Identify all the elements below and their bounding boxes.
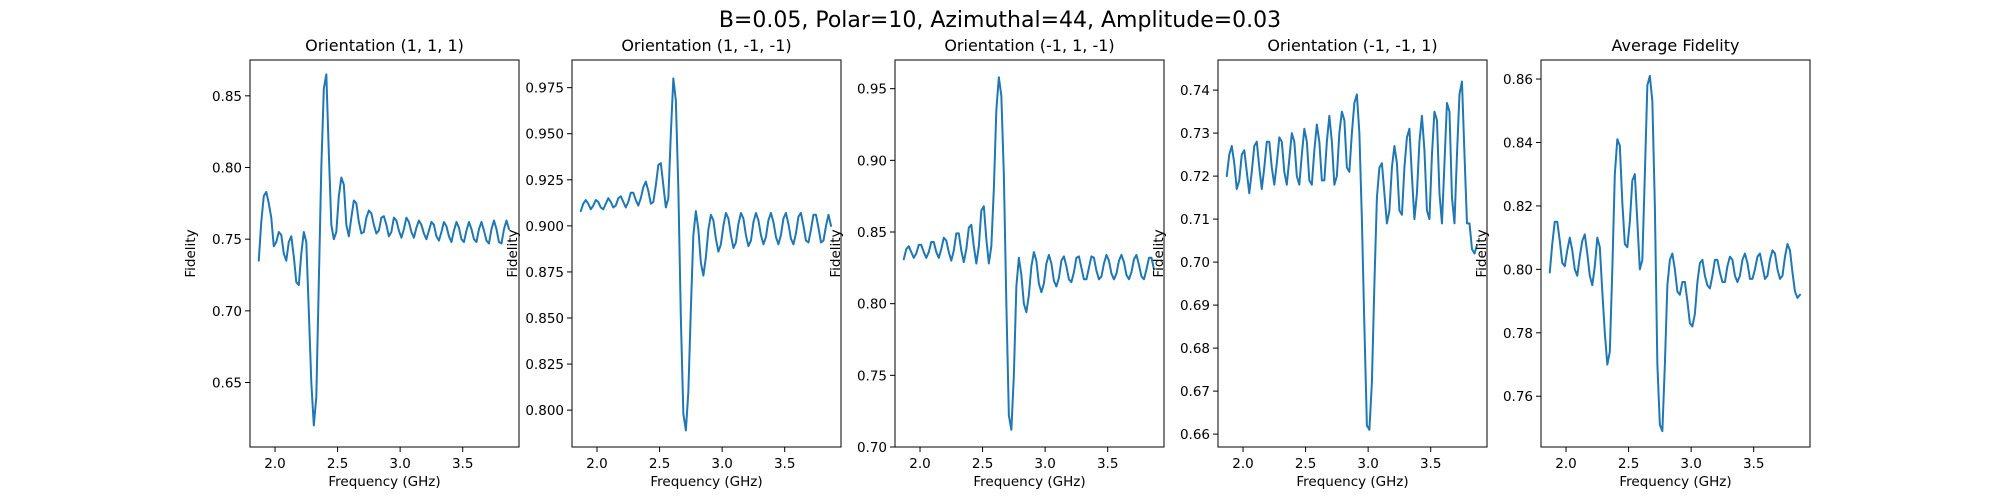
x-tick-label: 2.0 — [1232, 456, 1253, 472]
y-tick-label: 0.85 — [212, 89, 242, 105]
axes-frame — [894, 59, 1165, 448]
y-tick-label: 0.82 — [1503, 199, 1533, 215]
x-tick-label: 3.5 — [1420, 456, 1441, 472]
series-line — [579, 77, 832, 432]
y-tick-label: 0.90 — [857, 153, 887, 169]
y-tick-label: 0.900 — [525, 219, 564, 235]
x-tick-label: 3.0 — [1034, 456, 1055, 472]
y-tick-label: 0.95 — [857, 82, 887, 98]
x-tick-label: 2.0 — [909, 456, 930, 472]
y-tick-label: 0.66 — [1180, 427, 1210, 443]
y-tick-label: 0.72 — [1180, 169, 1210, 185]
x-tick-label: 3.0 — [711, 456, 732, 472]
y-tick-label: 0.69 — [1180, 298, 1210, 314]
y-tick-label: 0.825 — [525, 357, 564, 373]
x-tick-label: 2.5 — [327, 456, 348, 472]
y-tick-label: 0.78 — [1503, 326, 1533, 342]
x-axis-label: Frequency (GHz) — [650, 474, 762, 490]
series-line — [1225, 80, 1478, 431]
subplot-3: Orientation (-1, 1, -1) 2.0 2.5 3.0 3.5 0.70 0… — [828, 36, 1165, 490]
y-tick-label: 0.875 — [525, 265, 564, 281]
series-line — [1548, 74, 1801, 433]
y-tick-label: 0.80 — [1503, 262, 1533, 278]
axes-frame — [1217, 59, 1488, 448]
y-tick-label: 0.85 — [857, 225, 887, 241]
axes-frame — [1540, 59, 1811, 448]
y-axis-label: Fidelity — [1474, 229, 1490, 277]
x-tick-label: 2.0 — [264, 456, 285, 472]
x-tick-label: 2.5 — [1618, 456, 1639, 472]
series-line — [902, 76, 1155, 431]
subplot-5: Average Fidelity 2.0 2.5 3.0 3.5 0.76 0.78 0.80… — [1474, 36, 1811, 490]
y-tick-label: 0.71 — [1180, 212, 1210, 228]
y-tick-label: 0.65 — [212, 376, 242, 392]
x-tick-label: 2.5 — [649, 456, 670, 472]
subplot-title: Orientation (1, -1, -1) — [621, 36, 791, 55]
axes-frame — [571, 59, 842, 448]
x-axis-label: Frequency (GHz) — [328, 474, 440, 490]
figure-suptitle: B=0.05, Polar=10, Azimuthal=44, Amplitud… — [719, 8, 1281, 33]
x-axis-label: Frequency (GHz) — [1296, 474, 1408, 490]
x-tick-label: 2.5 — [972, 456, 993, 472]
y-tick-label: 0.74 — [1180, 83, 1210, 99]
y-tick-label: 0.950 — [525, 127, 564, 143]
y-tick-label: 0.73 — [1180, 126, 1210, 142]
x-axis-label: Frequency (GHz) — [973, 474, 1085, 490]
y-tick-label: 0.75 — [857, 368, 887, 384]
y-tick-label: 0.75 — [212, 232, 242, 248]
y-tick-label: 0.70 — [857, 440, 887, 456]
x-axis-label: Frequency (GHz) — [1619, 474, 1731, 490]
y-tick-label: 0.850 — [525, 311, 564, 327]
x-tick-label: 2.0 — [1555, 456, 1576, 472]
x-tick-label: 2.5 — [1295, 456, 1316, 472]
y-tick-label: 0.68 — [1180, 341, 1210, 357]
y-tick-label: 0.76 — [1503, 389, 1533, 405]
subplot-2: Orientation (1, -1, -1) 2.0 2.5 3.0 3.5 0.800… — [505, 36, 842, 490]
x-tick-label: 3.5 — [1097, 456, 1118, 472]
y-tick-label: 0.800 — [525, 403, 564, 419]
x-tick-label: 3.5 — [452, 456, 473, 472]
x-tick-label: 2.0 — [586, 456, 607, 472]
y-tick-label: 0.84 — [1503, 135, 1533, 151]
y-axis-label: Fidelity — [828, 229, 844, 277]
y-tick-label: 0.80 — [857, 297, 887, 313]
y-axis-label: Fidelity — [505, 229, 521, 277]
series-line — [257, 73, 510, 427]
y-tick-label: 0.975 — [525, 81, 564, 97]
x-tick-label: 3.0 — [1680, 456, 1701, 472]
y-axis-label: Fidelity — [183, 229, 199, 277]
y-tick-label: 0.80 — [212, 161, 242, 177]
y-tick-label: 0.86 — [1503, 72, 1533, 88]
y-tick-label: 0.925 — [525, 173, 564, 189]
subplots: Orientation (1, 1, 1) 2.0 2.5 3.0 3.5 0.65 0.7… — [183, 36, 1811, 490]
y-tick-label: 0.70 — [1180, 255, 1210, 271]
subplot-1: Orientation (1, 1, 1) 2.0 2.5 3.0 3.5 0.65 0.7… — [183, 36, 520, 490]
x-tick-label: 3.0 — [1357, 456, 1378, 472]
subplot-4: Orientation (-1, -1, 1) 2.0 2.5 3.0 3.5 0.66 0… — [1151, 36, 1488, 490]
subplot-title: Average Fidelity — [1612, 36, 1740, 55]
subplot-title: Orientation (-1, -1, 1) — [1267, 36, 1437, 55]
y-axis-label: Fidelity — [1151, 229, 1167, 277]
axes-frame — [249, 59, 520, 448]
x-tick-label: 3.5 — [774, 456, 795, 472]
y-tick-label: 0.67 — [1180, 384, 1210, 400]
subplot-title: Orientation (1, 1, 1) — [305, 36, 464, 55]
x-tick-label: 3.0 — [389, 456, 410, 472]
y-tick-label: 0.70 — [212, 304, 242, 320]
subplot-title: Orientation (-1, 1, -1) — [944, 36, 1114, 55]
x-tick-label: 3.5 — [1743, 456, 1764, 472]
